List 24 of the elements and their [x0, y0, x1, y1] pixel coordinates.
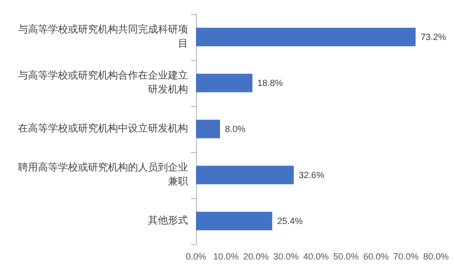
y-tick-label: 在高等学校或研究机构中设立研发机构 [18, 122, 188, 134]
data-label: 8.0% [225, 124, 246, 134]
data-label: 25.4% [277, 216, 303, 226]
x-tick-label: 10.0% [213, 252, 239, 262]
data-label: 32.6% [298, 170, 324, 180]
bar [196, 120, 220, 138]
data-label: 18.8% [257, 78, 283, 88]
x-tick-label: 0.0% [186, 252, 206, 262]
data-label: 73.2% [420, 32, 446, 42]
bar [196, 28, 416, 46]
y-tick-label: 与高等学校或研究机构共同完成科研项目 [18, 24, 188, 50]
x-tick-label: 30.0% [273, 252, 299, 262]
x-tick-label: 20.0% [243, 252, 269, 262]
x-tick-label: 40.0% [303, 252, 329, 262]
bar [196, 166, 294, 184]
x-tick-label: 70.0% [393, 252, 419, 262]
y-tick-label: 聘用高等学校或研究机构的人员到企业兼职 [18, 162, 188, 188]
x-tick-label: 50.0% [333, 252, 359, 262]
bar [196, 212, 272, 230]
y-tick-label: 与高等学校或研究机构合作在企业建立研发机构 [18, 70, 188, 96]
y-tick-label: 其他形式 [148, 214, 188, 226]
bar [196, 74, 252, 92]
x-tick-label: 80.0% [423, 252, 449, 262]
x-tick-label: 60.0% [363, 252, 389, 262]
